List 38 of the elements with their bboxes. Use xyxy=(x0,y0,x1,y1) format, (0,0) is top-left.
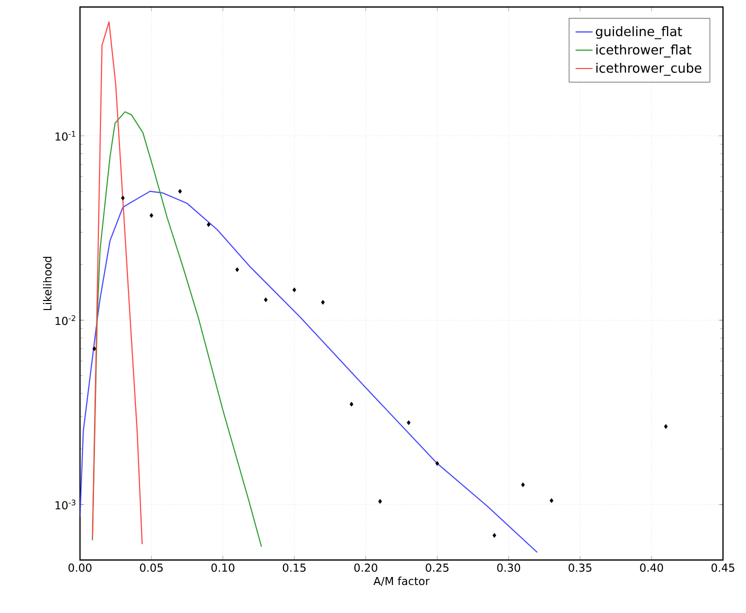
point xyxy=(150,213,154,218)
y-tick-label: 10$^{-2}$ xyxy=(56,315,76,326)
point xyxy=(378,498,382,504)
x-tick-label: 0.30 xyxy=(497,564,520,572)
point xyxy=(321,300,325,305)
line-series xyxy=(80,190,538,553)
y-axis-title: Likelihood xyxy=(43,256,52,310)
legend-label: guideline_flat xyxy=(596,26,682,40)
x-tick-label: 0.10 xyxy=(211,564,234,572)
x-tick-label: 0.25 xyxy=(426,564,448,572)
x-tick-label: 0.00 xyxy=(68,564,92,572)
y-tick-label: 10$^{-3}$ xyxy=(56,500,76,510)
x-tick-label: 0.05 xyxy=(140,564,163,572)
point xyxy=(550,498,554,504)
x-tick-label: 0.40 xyxy=(640,564,664,572)
point xyxy=(235,267,240,272)
line-series xyxy=(92,111,262,548)
point xyxy=(435,461,440,466)
x-tick-label: 0.45 xyxy=(712,564,734,572)
point xyxy=(178,188,182,194)
point xyxy=(92,346,96,352)
x-tick-label: 0.15 xyxy=(282,564,306,572)
x-axis-title: A/M factor xyxy=(373,576,430,586)
y-tick-label: 10$^{-1}$ xyxy=(56,130,76,141)
legend-label: icethrower_flat xyxy=(596,44,692,58)
point xyxy=(492,533,496,538)
legend-label: icethrower_cube xyxy=(596,62,702,76)
point xyxy=(350,402,354,407)
x-tick-label: 0.20 xyxy=(354,564,378,572)
point xyxy=(206,222,210,227)
x-tick-label: 0.35 xyxy=(568,564,592,572)
point xyxy=(521,482,525,488)
line-series xyxy=(92,21,143,545)
point xyxy=(264,297,268,302)
point xyxy=(292,287,296,292)
point xyxy=(406,420,410,426)
point xyxy=(121,196,125,200)
point xyxy=(664,424,668,429)
